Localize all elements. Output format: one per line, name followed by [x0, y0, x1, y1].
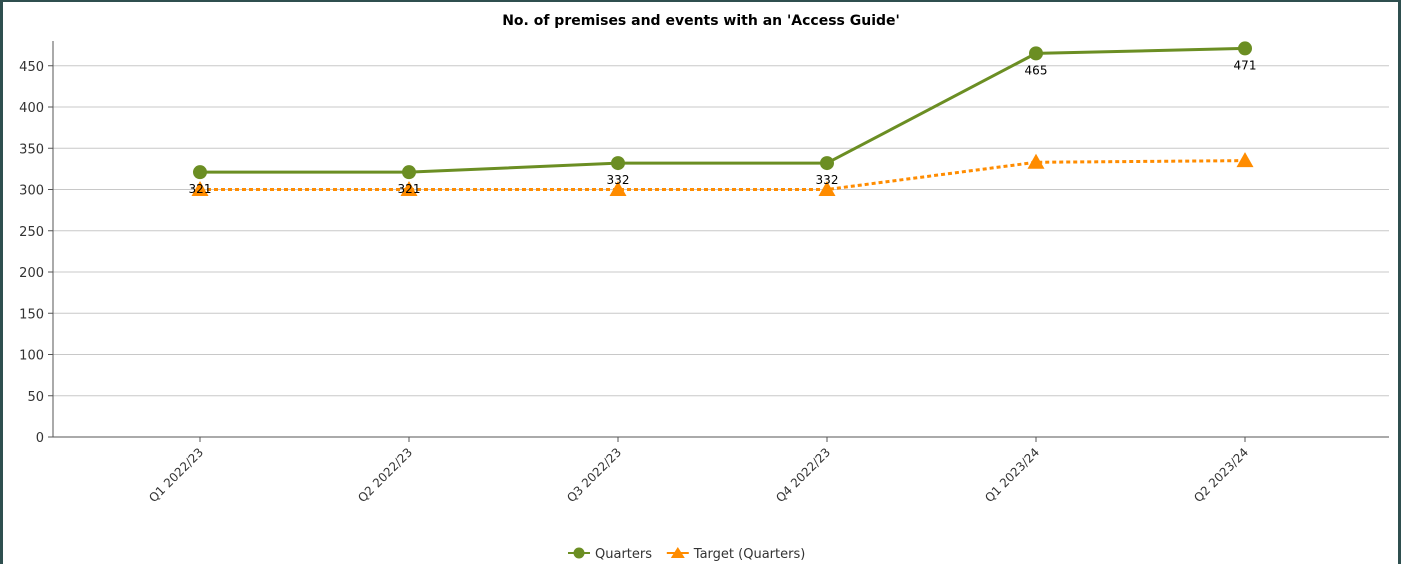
- axes: [52, 41, 1389, 438]
- legend-label: Target (Quarters): [693, 547, 806, 562]
- legend-label: Quarters: [595, 547, 652, 562]
- y-tick-label: 300: [19, 184, 44, 199]
- data-label: 332: [816, 173, 839, 187]
- data-label: 471: [1234, 58, 1257, 72]
- point-target: [818, 181, 836, 196]
- point-quarters: [1029, 46, 1043, 61]
- y-tick-label: 400: [19, 101, 44, 116]
- point-quarters: [193, 165, 207, 180]
- data-label: 465: [1025, 63, 1048, 77]
- y-tick-label: 350: [19, 142, 44, 157]
- y-tick-label: 50: [27, 390, 44, 405]
- series-line-quarters: [200, 46, 1246, 174]
- x-tick-label: Q4 2022/23: [773, 445, 833, 505]
- y-tick-label: 150: [19, 307, 44, 322]
- legend-marker-triangle: [670, 547, 685, 558]
- point-target: [1027, 153, 1045, 169]
- x-tick-label: Q1 2023/24: [982, 445, 1042, 505]
- legend-item-target: Target (Quarters): [666, 547, 806, 562]
- y-tick-label: 0: [36, 431, 44, 446]
- data-label: 321: [398, 182, 421, 196]
- point-target: [1236, 152, 1254, 168]
- legend-item-quarters: Quarters: [568, 547, 652, 562]
- x-tick-label: Q3 2022/23: [564, 445, 624, 505]
- point-target: [191, 181, 209, 196]
- legend: Quarters Target (Quarters): [568, 547, 805, 562]
- data-label: 321: [189, 182, 212, 196]
- x-tick-label: Q1 2022/23: [146, 445, 206, 505]
- series-group: [191, 41, 1254, 196]
- point-target: [609, 181, 627, 196]
- x-axis-ticks: Q1 2022/23 Q2 2022/23 Q3 2022/23 Q4 2022/23…: [146, 437, 1251, 505]
- y-axis-ticks: 0 50 100 150 200 250 300 350 400 450: [19, 60, 53, 446]
- point-target: [400, 181, 418, 196]
- y-tick-label: 450: [19, 60, 44, 75]
- point-quarters: [611, 156, 625, 171]
- y-tick-label: 100: [19, 349, 44, 364]
- point-quarters: [402, 165, 416, 180]
- data-label: 332: [607, 173, 630, 187]
- legend-marker-circle: [573, 547, 585, 559]
- point-quarters: [1238, 41, 1252, 56]
- series-line-target: [200, 159, 1246, 191]
- data-labels: 321 321 332 332 465 471: [189, 58, 1257, 196]
- chart-title: No. of premises and events with an 'Acce…: [502, 13, 900, 29]
- point-quarters: [820, 156, 834, 171]
- gridlines: [53, 65, 1389, 397]
- x-tick-label: Q2 2023/24: [1191, 445, 1251, 505]
- y-tick-label: 250: [19, 225, 44, 240]
- x-tick-label: Q2 2022/23: [355, 445, 415, 505]
- y-tick-label: 200: [19, 266, 44, 281]
- line-chart: No. of premises and events with an 'Acce…: [19, 13, 1389, 562]
